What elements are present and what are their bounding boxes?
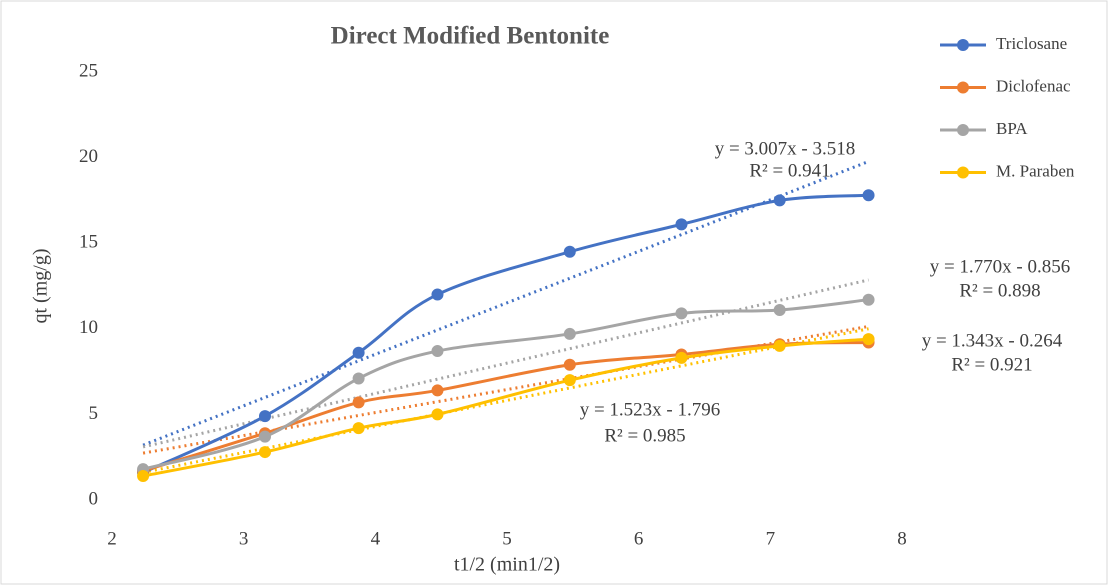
data-point xyxy=(675,218,688,231)
x-tick-label: 3 xyxy=(239,528,249,549)
data-point xyxy=(563,358,576,371)
data-point xyxy=(431,288,444,301)
trendline-equation: R² = 0.941 xyxy=(749,160,830,181)
data-point xyxy=(137,470,150,483)
x-tick-label: 5 xyxy=(502,528,512,549)
trendline-equation: R² = 0.985 xyxy=(604,425,685,446)
x-tick-label: 4 xyxy=(371,528,381,549)
data-point xyxy=(352,346,365,359)
y-tick-label: 15 xyxy=(79,232,98,253)
data-point xyxy=(258,410,271,423)
trendline-equation: y = 1.343x - 0.264 xyxy=(922,330,1063,351)
x-axis-label: t1/2 (min1/2) xyxy=(454,554,560,576)
data-point xyxy=(431,345,444,358)
x-tick-label: 2 xyxy=(107,528,117,549)
data-point xyxy=(773,339,786,352)
data-point xyxy=(862,333,875,346)
legend-label: BPA xyxy=(996,119,1028,138)
data-point xyxy=(431,408,444,421)
y-tick-label: 5 xyxy=(89,403,99,424)
data-point xyxy=(352,396,365,409)
y-tick-label: 0 xyxy=(89,488,99,509)
legend-label: M. Paraben xyxy=(996,161,1075,180)
data-point xyxy=(352,422,365,435)
data-point xyxy=(773,303,786,316)
data-point xyxy=(563,245,576,258)
trendline-equation: y = 1.770x - 0.856 xyxy=(930,256,1071,277)
data-point xyxy=(431,384,444,397)
trendline-equation: R² = 0.921 xyxy=(951,354,1032,375)
legend-marker xyxy=(957,124,969,136)
data-point xyxy=(675,307,688,320)
trendline xyxy=(142,278,869,449)
chart-title: Direct Modified Bentonite xyxy=(331,23,610,50)
legend-marker xyxy=(957,81,969,94)
data-point xyxy=(862,293,875,306)
y-axis-label: qt (mg/g) xyxy=(30,249,52,324)
x-tick-label: 6 xyxy=(634,528,644,549)
x-tick-label: 7 xyxy=(766,528,776,549)
data-point xyxy=(563,374,576,387)
data-point xyxy=(563,327,576,340)
trendline-equation: y = 3.007x - 3.518 xyxy=(715,138,856,159)
y-tick-label: 25 xyxy=(79,60,98,81)
data-point xyxy=(258,430,271,443)
legend-marker xyxy=(957,39,969,51)
data-point xyxy=(675,351,688,364)
data-point xyxy=(773,194,786,207)
trendline xyxy=(142,160,870,447)
legend-marker xyxy=(957,166,969,179)
data-point xyxy=(862,189,875,202)
legend-label: Diclofenac xyxy=(996,76,1071,95)
y-tick-label: 20 xyxy=(79,146,98,167)
data-point xyxy=(352,372,365,385)
data-point xyxy=(258,446,271,459)
y-tick-label: 10 xyxy=(79,317,98,338)
trendline-equation: y = 1.523x - 1.796 xyxy=(580,399,721,420)
x-tick-label: 8 xyxy=(897,528,907,549)
trendline-equation: R² = 0.898 xyxy=(959,280,1040,301)
legend-label: Triclosane xyxy=(996,34,1067,53)
